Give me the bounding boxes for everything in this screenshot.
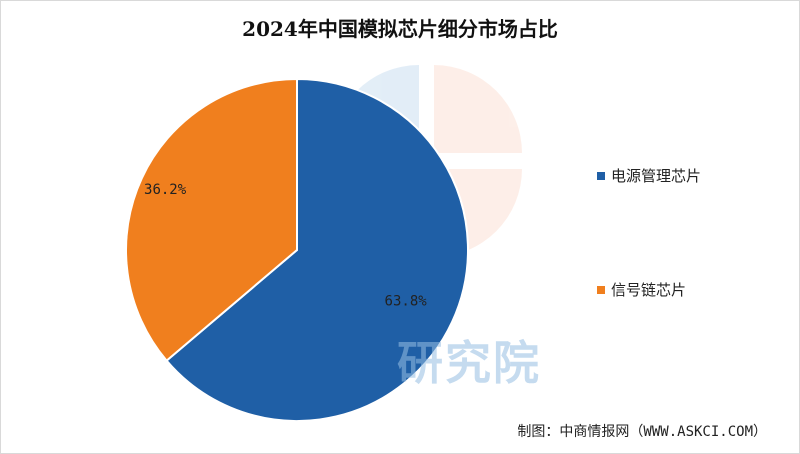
legend-item-2: 信号链芯片 (597, 279, 686, 300)
legend-item-1: 电源管理芯片 (597, 165, 701, 186)
data-label-1: 63.8% (385, 293, 428, 309)
source-note: 制图：中商情报网（WWW.ASKCI.COM） (517, 424, 767, 440)
legend-swatch-2 (597, 285, 605, 294)
pie-slice-1 (165, 77, 469, 422)
pie-slice-2 (125, 77, 298, 363)
legend-label-2: 信号链芯片 (611, 281, 687, 299)
legend-label-1: 电源管理芯片 (611, 167, 702, 185)
chart-title: 2024年中国模拟芯片细分市场占比 (242, 17, 558, 41)
watermark-text: 研究院 (397, 336, 541, 390)
legend-swatch-1 (597, 171, 605, 180)
data-label-2: 36.2% (144, 182, 187, 198)
